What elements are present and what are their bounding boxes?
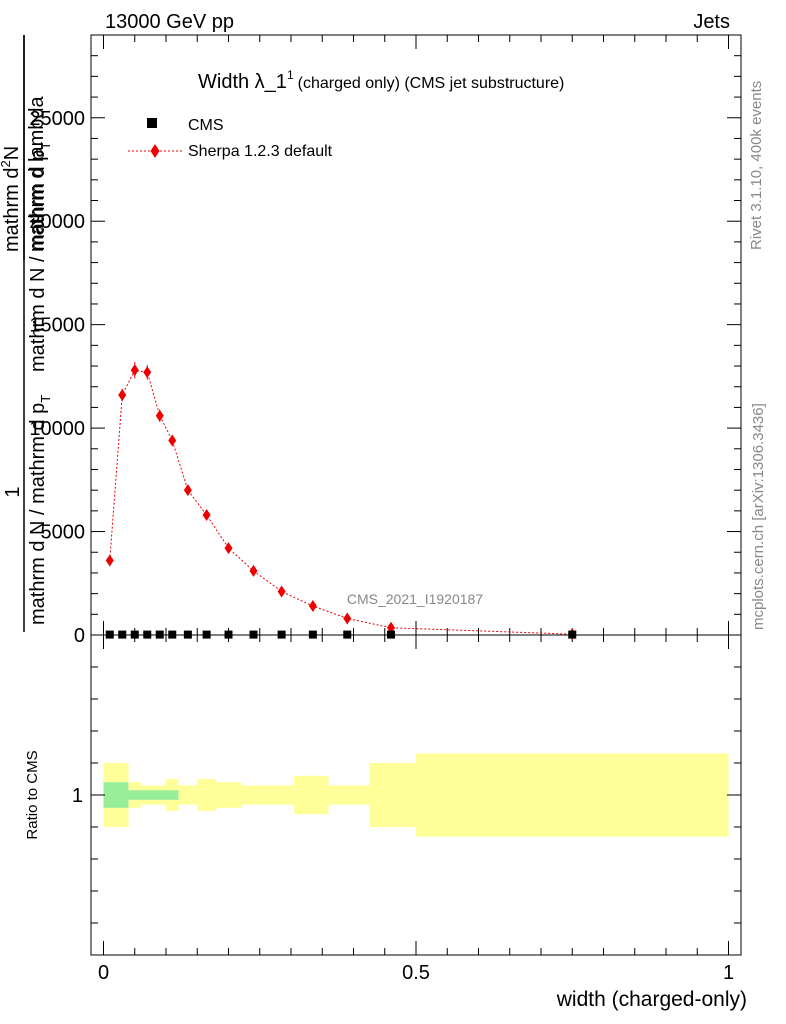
y-tick-label-2: 10000	[29, 418, 85, 440]
chart-title: Width λ_11 (charged only) (CMS jet substr…	[198, 68, 564, 93]
sherpa-point-2	[130, 364, 139, 377]
cms-point-4	[155, 630, 164, 639]
ratio-band-5	[197, 779, 216, 811]
y-tick-label-0: 0	[74, 625, 85, 647]
cms-point-10	[277, 630, 286, 639]
y-tick-label-5: 25000	[29, 108, 85, 130]
ratio-band-14	[128, 790, 166, 800]
cms-point-13	[387, 630, 395, 639]
legend-sherpa-label: Sherpa 1.2.3 default	[188, 143, 333, 160]
analysis-watermark: CMS_2021_I1920187	[347, 591, 483, 607]
sherpa-point-1	[118, 389, 127, 401]
sherpa-point-7	[202, 509, 211, 521]
sherpa-point-0	[105, 554, 114, 567]
cms-point-7	[202, 630, 211, 639]
ylabel-numer2: mathrm d lambda	[26, 96, 48, 252]
cms-point-6	[183, 630, 192, 639]
cms-point-3	[143, 630, 152, 639]
chart-title-main: Width λ_1	[198, 71, 287, 93]
ylabel-numer: mathrm d N / mathrm d pT	[27, 142, 53, 372]
energy-label: 13000 GeV pp	[105, 11, 234, 33]
cms-point-0	[105, 630, 114, 639]
x-tick-label-0: 0	[98, 962, 109, 984]
cms-point-11	[308, 630, 317, 639]
cms-point-5	[168, 630, 177, 639]
x-tick-label-1: 0.5	[402, 962, 430, 984]
sherpa-point-9	[249, 564, 258, 577]
mcplots-label: mcplots.cern.ch [arXiv:1306.3436]	[750, 403, 767, 630]
cms-series	[105, 630, 577, 639]
cms-point-2	[130, 630, 139, 639]
legend-cms-label: CMS	[188, 117, 224, 134]
sherpa-line	[109, 369, 573, 635]
legend-sherpa-marker	[150, 144, 160, 158]
sherpa-point-4	[155, 409, 164, 422]
ratio-band-8	[266, 785, 295, 805]
cms-point-9	[249, 630, 258, 639]
main-axis-ticks: 0 5000 10000 15000 20000 25000	[29, 35, 741, 647]
ratio-band-4	[178, 785, 198, 805]
y-tick-label-3: 15000	[29, 315, 85, 337]
ratio-band-10	[328, 785, 370, 805]
y-tick-label-1: 5000	[41, 522, 86, 544]
ratio-band-7	[241, 785, 266, 805]
ylabel-denom: mathrm d N / mathrm d pT	[27, 395, 53, 625]
ratio-y-tick-label-0: 1	[72, 785, 83, 807]
ratio-band-13	[103, 782, 129, 808]
ratio-axis-ticks: 0 0.5 1 1	[72, 635, 741, 984]
ratio-band-9	[294, 775, 329, 815]
process-label: Jets	[693, 11, 730, 33]
legend: CMS Sherpa 1.2.3 default	[128, 117, 333, 160]
cms-point-8	[224, 630, 233, 639]
sherpa-point-8	[224, 542, 233, 555]
sherpa-point-12	[343, 612, 352, 625]
sherpa-point-5	[168, 434, 177, 447]
sherpa-point-6	[183, 484, 192, 497]
cms-point-14	[568, 630, 577, 639]
sherpa-point-10	[277, 585, 286, 598]
y-tick-label-4: 20000	[29, 211, 85, 233]
rivet-label: Rivet 3.1.10, 400k events	[748, 81, 765, 250]
ratio-band-15	[166, 790, 179, 800]
x-axis-label: width (charged-only)	[556, 988, 747, 1011]
cms-point-1	[118, 630, 127, 639]
ratio-bands	[103, 753, 729, 837]
chart-title-sup: 1	[287, 68, 294, 82]
ratio-ylabel: Ratio to CMS	[24, 750, 41, 839]
main-ylabel: 1 mathrm d N / mathrm d pT mathrm d N / …	[0, 35, 53, 632]
ratio-band-11	[369, 763, 416, 827]
legend-cms-marker	[147, 118, 157, 128]
ylabel-one: 1	[2, 486, 24, 497]
cms-point-12	[343, 630, 352, 639]
sherpa-point-3	[143, 366, 152, 379]
sherpa-series	[105, 361, 577, 641]
sherpa-point-11	[308, 600, 317, 613]
ratio-band-6	[216, 782, 241, 808]
x-tick-label-2: 1	[723, 962, 734, 984]
chart-title-suffix: (charged only) (CMS jet substructure)	[298, 75, 565, 92]
ratio-band-12	[416, 753, 729, 837]
ylabel-prefix: mathrm d2N	[0, 146, 23, 252]
